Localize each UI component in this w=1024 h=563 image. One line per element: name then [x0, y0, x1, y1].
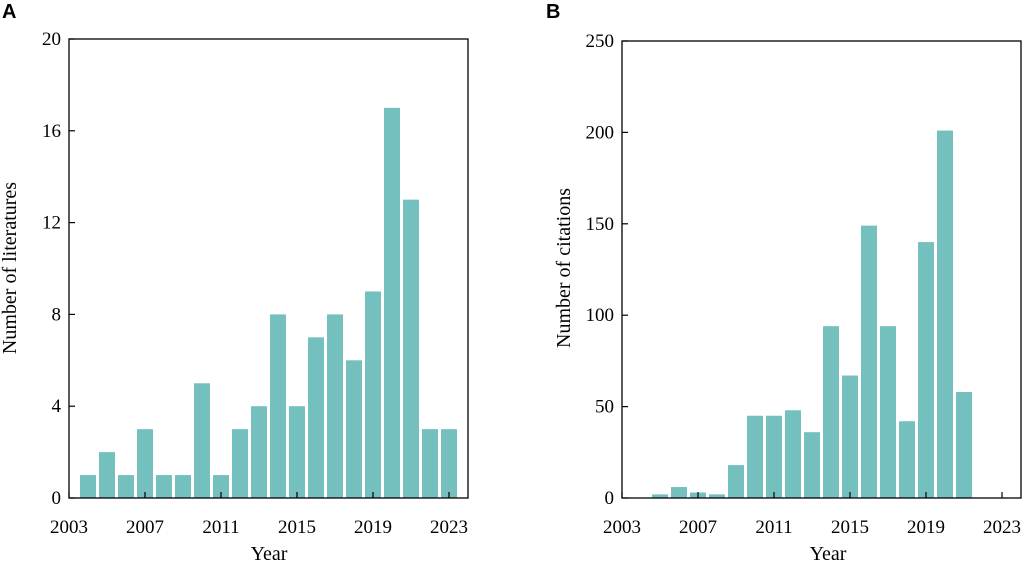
panel-b-bars	[652, 130, 972, 498]
panel-b-bar-2006	[671, 487, 687, 498]
panel-b-x-tick-label-2007: 2007	[679, 517, 717, 538]
panel-a-y-axis: 0 4 8 12 16 20	[42, 29, 75, 509]
panel-a-bar-2010	[194, 383, 210, 498]
panel-b-bar-2013	[804, 432, 820, 498]
panel-a-bar-2017	[327, 314, 343, 498]
panel-b-bar-2008	[709, 494, 725, 498]
panel-a-bar-2004	[80, 475, 96, 498]
panel-b-bar-2009	[728, 465, 744, 498]
panel-a-y-tick-label-12: 12	[42, 213, 61, 234]
panel-b-label: B	[546, 1, 560, 23]
panel-a-x-tick-label-2015: 2015	[278, 517, 316, 538]
panel-b-x-axis-title: Year	[810, 543, 847, 563]
panel-b-bar-2014	[823, 326, 839, 498]
panel-b-y-tick-label-250: 250	[586, 31, 615, 52]
panel-a-bar-2023	[441, 429, 457, 498]
panel-b-x-tick-label-2023: 2023	[983, 517, 1021, 538]
panel-a-bar-2020	[384, 107, 400, 498]
panel-a-bar-2014	[270, 314, 286, 498]
panel-a-y-tick-label-0: 0	[52, 488, 62, 509]
panel-b-bar-2020	[937, 130, 953, 498]
panel-a-x-axis-title: Year	[251, 543, 288, 563]
panel-b-plot-frame	[621, 40, 1022, 499]
panel-a-bar-2008	[156, 475, 172, 498]
panel-a-y-tick-label-20: 20	[42, 29, 61, 50]
panel-b-x-tick-label-2003: 2003	[603, 517, 641, 538]
panel-a-bar-2018	[346, 360, 362, 498]
panel-a-bar-2011	[213, 475, 229, 498]
panel-a-bar-2007	[137, 429, 153, 498]
panel-b-bar-2017	[880, 326, 896, 498]
panel-b-y-tick-label-50: 50	[595, 397, 614, 418]
panel-b-y-tick-label-0: 0	[605, 488, 615, 509]
panel-a-bar-2013	[251, 406, 267, 498]
panel-a-y-tick-label-8: 8	[52, 304, 62, 325]
panel-a: A 0 4 8 12 16 20 2003 2007 2011 2015 2019 2023 Yea…	[0, 1, 469, 563]
panel-a-bar-2015	[289, 406, 305, 498]
panel-a-bar-2016	[308, 337, 324, 498]
panel-b-bar-2010	[747, 415, 763, 498]
panel-a-y-tick-label-16: 16	[42, 121, 61, 142]
panel-b-x-axis: 2003 2007 2011 2015 2019 2023	[603, 492, 1021, 538]
panel-b-bar-2005	[652, 494, 668, 498]
panel-b-x-tick-label-2011: 2011	[755, 517, 792, 538]
panel-b-bar-2019	[918, 242, 934, 498]
panel-a-bar-2019	[365, 291, 381, 498]
panel-a-bar-2006	[118, 475, 134, 498]
panel-a-x-axis: 2003 2007 2011 2015 2019 2023	[50, 492, 468, 538]
panel-a-y-axis-title: Number of literatures	[0, 182, 21, 354]
panel-a-bar-2021	[403, 199, 419, 498]
panel-a-x-tick-label-2019: 2019	[354, 517, 392, 538]
panel-b-y-axis: 0 50 100 150 200 250	[586, 31, 628, 509]
panel-b-y-tick-label-200: 200	[586, 122, 615, 143]
panel-b-x-tick-label-2015: 2015	[831, 517, 869, 538]
panel-a-x-tick-label-2023: 2023	[430, 517, 468, 538]
panel-b-bar-2015	[842, 375, 858, 498]
panel-a-label: A	[2, 1, 16, 23]
panel-b-y-axis-title: Number of citations	[553, 188, 575, 348]
panel-b-y-tick-label-150: 150	[586, 214, 615, 235]
panel-a-bar-2022	[422, 429, 438, 498]
panel-a-plot-frame	[68, 38, 469, 499]
panel-b-bar-2021	[956, 391, 972, 498]
panel-a-y-tick-label-4: 4	[52, 396, 62, 417]
panel-b-bar-2016	[861, 225, 877, 498]
panel-b-bar-2018	[899, 421, 915, 498]
panel-a-x-tick-label-2011: 2011	[202, 517, 239, 538]
panel-a-bar-2012	[232, 429, 248, 498]
panel-b-bar-2011	[766, 415, 782, 498]
panel-b-y-tick-label-100: 100	[586, 305, 615, 326]
panel-b-bar-2012	[785, 410, 801, 498]
panel-a-bars	[80, 107, 457, 498]
panel-a-x-tick-label-2007: 2007	[126, 517, 164, 538]
panel-b-x-tick-label-2019: 2019	[907, 517, 945, 538]
panel-a-bar-2009	[175, 475, 191, 498]
panel-a-x-tick-label-2003: 2003	[50, 517, 88, 538]
panel-a-bar-2005	[99, 452, 115, 498]
